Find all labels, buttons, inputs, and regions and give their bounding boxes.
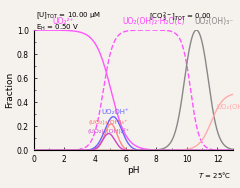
Text: $\mathregular{[U]_{TOT}}$ = 10.00 μM: $\mathregular{[U]_{TOT}}$ = 10.00 μM (36, 11, 101, 21)
Text: $\mathregular{E_H}$ = 0.50 V: $\mathregular{E_H}$ = 0.50 V (36, 23, 79, 33)
Text: (UO₂)₃(OH)₅⁺: (UO₂)₃(OH)₅⁺ (89, 120, 128, 125)
Text: (UO₂)₂(OH)₂²⁺: (UO₂)₂(OH)₂²⁺ (88, 127, 130, 133)
Text: UO₂²⁺: UO₂²⁺ (52, 17, 74, 27)
X-axis label: pH: pH (127, 166, 139, 175)
Text: UO₂(OH)₄²⁻: UO₂(OH)₄²⁻ (216, 102, 240, 110)
Text: UO₂OH⁺: UO₂OH⁺ (101, 109, 129, 115)
Y-axis label: Fraction: Fraction (5, 72, 14, 108)
Text: $\mathit{T}$ = 25°C: $\mathit{T}$ = 25°C (198, 170, 232, 180)
Text: UO₂(OH)₃⁻: UO₂(OH)₃⁻ (194, 17, 234, 27)
Text: $\mathregular{[CO_3^{2-}]_{TOT}}$ = 0.00: $\mathregular{[CO_3^{2-}]_{TOT}}$ = 0.00 (149, 11, 212, 24)
Text: UO₂(OH)₂·H₂O(c): UO₂(OH)₂·H₂O(c) (122, 17, 185, 27)
